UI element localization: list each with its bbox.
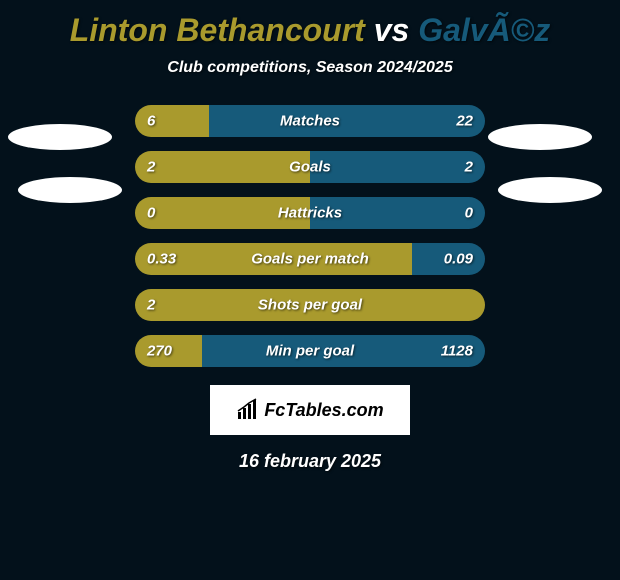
stat-row: 6 Matches 22 bbox=[135, 105, 485, 137]
stat-row: 270 Min per goal 1128 bbox=[135, 335, 485, 367]
right-value: 0 bbox=[465, 205, 473, 222]
stat-row: 0.33 Goals per match 0.09 bbox=[135, 243, 485, 275]
decorative-ellipse bbox=[8, 124, 112, 150]
decorative-ellipse bbox=[488, 124, 592, 150]
left-value: 0 bbox=[147, 205, 155, 222]
stat-label: Min per goal bbox=[266, 343, 354, 360]
stat-label: Goals bbox=[289, 159, 331, 176]
right-value: 1128 bbox=[441, 343, 473, 360]
stat-label: Hattricks bbox=[278, 205, 342, 222]
subtitle: Club competitions, Season 2024/2025 bbox=[0, 59, 620, 77]
stat-row: 2 Goals 2 bbox=[135, 151, 485, 183]
decorative-ellipse bbox=[498, 177, 602, 203]
left-value: 6 bbox=[147, 113, 155, 130]
date-label: 16 february 2025 bbox=[0, 451, 620, 472]
player2-name: GalvÃ©z bbox=[418, 12, 550, 48]
right-value: 0.09 bbox=[444, 251, 473, 268]
right-bar bbox=[209, 105, 486, 137]
bar-chart-icon bbox=[236, 398, 260, 422]
left-value: 270 bbox=[147, 343, 172, 360]
logo-text: FcTables.com bbox=[264, 400, 383, 421]
right-value: 22 bbox=[456, 113, 473, 130]
fctables-logo: FcTables.com bbox=[210, 385, 410, 435]
left-value: 2 bbox=[147, 297, 155, 314]
right-value: 2 bbox=[465, 159, 473, 176]
stat-label: Matches bbox=[280, 113, 340, 130]
vs-separator: vs bbox=[365, 12, 418, 48]
decorative-ellipse bbox=[18, 177, 122, 203]
stat-row: 2 Shots per goal bbox=[135, 289, 485, 321]
stat-label: Shots per goal bbox=[258, 297, 362, 314]
stat-row: 0 Hattricks 0 bbox=[135, 197, 485, 229]
left-value: 2 bbox=[147, 159, 155, 176]
left-bar bbox=[135, 151, 310, 183]
stat-label: Goals per match bbox=[251, 251, 369, 268]
left-value: 0.33 bbox=[147, 251, 176, 268]
comparison-title: Linton Bethancourt vs GalvÃ©z bbox=[0, 0, 620, 49]
player1-name: Linton Bethancourt bbox=[70, 12, 365, 48]
right-bar bbox=[310, 151, 485, 183]
